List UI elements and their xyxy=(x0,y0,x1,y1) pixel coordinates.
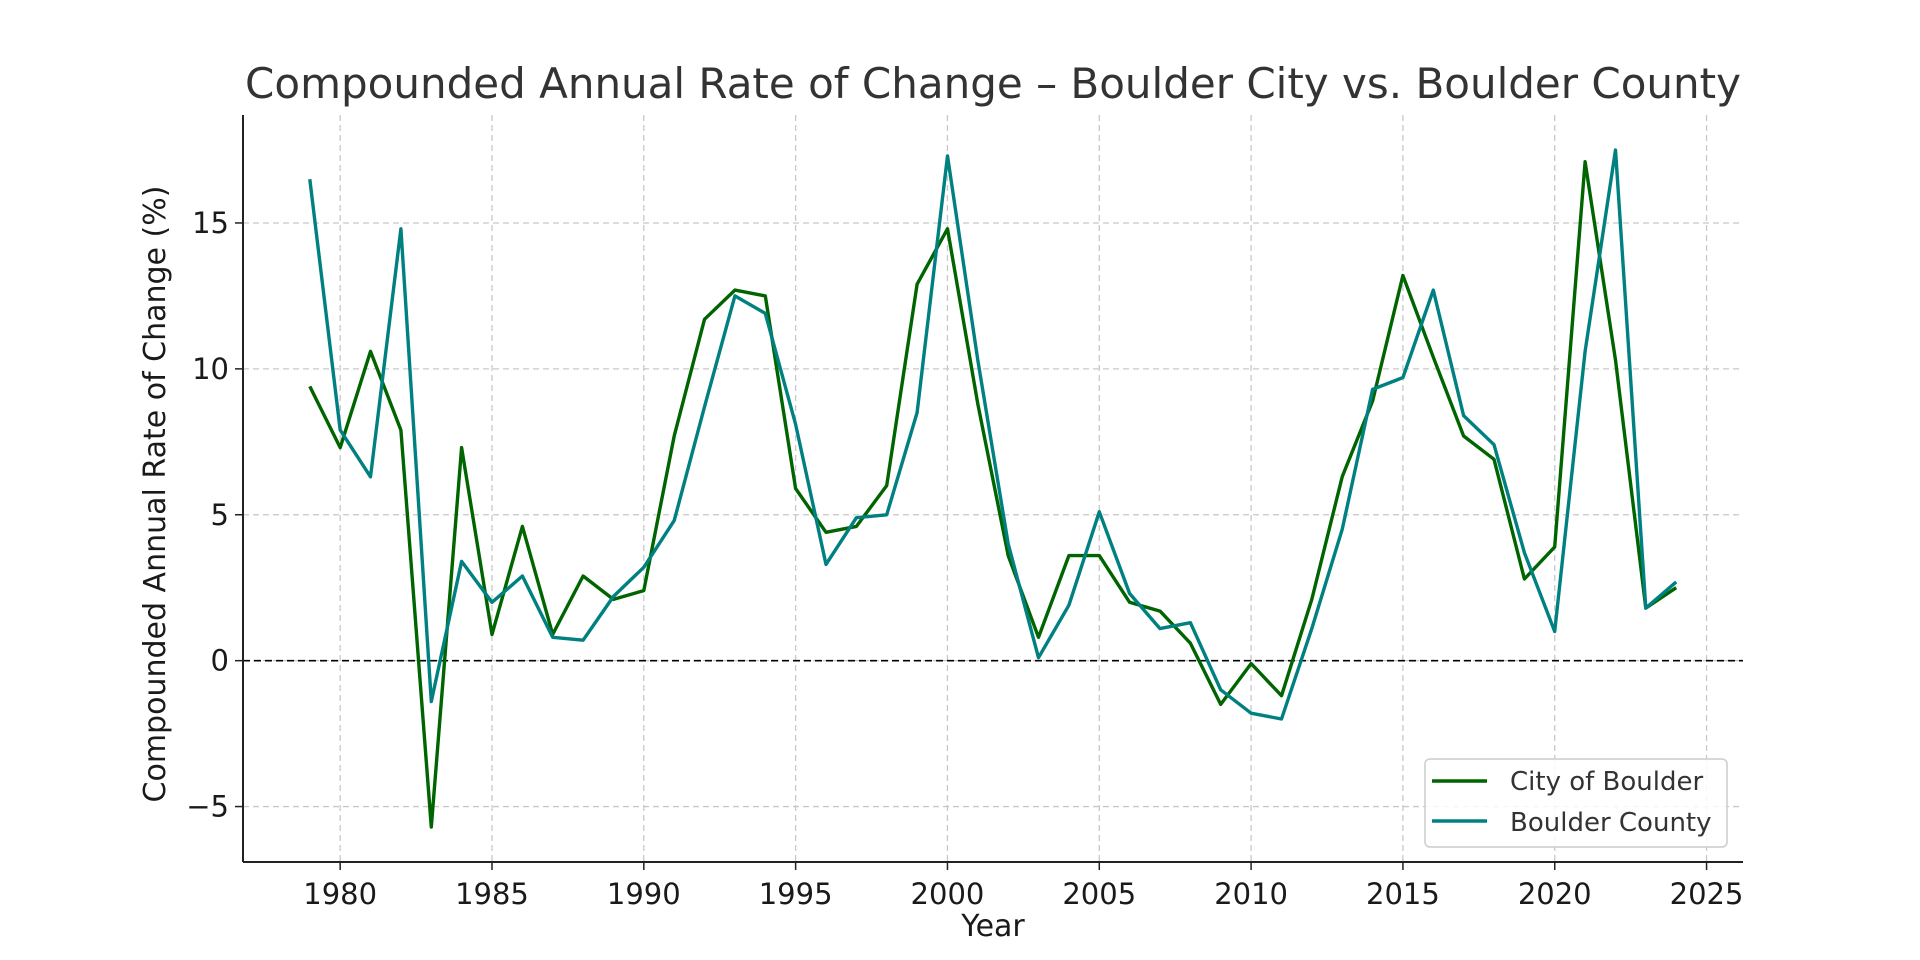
x-axis-label: Year xyxy=(960,909,1025,944)
y-axis-label: Compounded Annual Rate of Change (%) xyxy=(138,186,173,803)
y-tick-label: 5 xyxy=(211,498,229,532)
x-tick-label: 1985 xyxy=(455,877,529,911)
series-line-boulder-county xyxy=(308,148,1678,721)
y-tick-label: −5 xyxy=(186,790,229,824)
x-tick-label: 2000 xyxy=(911,877,985,911)
x-tick-label: 1990 xyxy=(607,877,681,911)
y-tick-label: 15 xyxy=(192,206,229,240)
chart-title: Compounded Annual Rate of Change – Bould… xyxy=(245,59,1741,108)
axes xyxy=(235,115,1743,870)
x-tick-label: 2025 xyxy=(1670,877,1744,911)
y-tick-label: 10 xyxy=(192,352,229,386)
x-tick-label: 2010 xyxy=(1214,877,1288,911)
x-tick-label: 2020 xyxy=(1518,877,1592,911)
y-tick-label: 0 xyxy=(211,644,229,678)
x-tick-label: 2015 xyxy=(1366,877,1440,911)
grid xyxy=(243,115,1743,862)
x-tick-label: 1995 xyxy=(759,877,833,911)
series-line-city-of-boulder xyxy=(308,159,1678,829)
series-lines xyxy=(308,148,1678,829)
tick-labels: 1980 1985 1990 1995 2000 2005 2010 2015 2020 2025… xyxy=(186,206,1743,911)
legend-box xyxy=(1424,758,1728,848)
x-tick-label: 2005 xyxy=(1062,877,1136,911)
legend: City of Boulder Boulder County xyxy=(1424,758,1728,848)
x-tick-label: 1980 xyxy=(303,877,377,911)
legend-label-city-of-boulder: City of Boulder xyxy=(1510,767,1703,797)
legend-label-boulder-county: Boulder County xyxy=(1510,808,1712,838)
